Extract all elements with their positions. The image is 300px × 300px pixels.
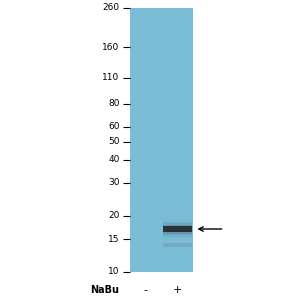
Bar (163, 226, 191, 232)
Text: 10: 10 (108, 268, 119, 277)
Bar (163, 224, 191, 233)
Text: 110: 110 (102, 73, 119, 82)
Text: +: + (172, 285, 182, 295)
Text: 60: 60 (108, 122, 119, 131)
Text: -: - (144, 285, 148, 295)
Bar (163, 220, 191, 238)
Text: 160: 160 (102, 43, 119, 52)
Text: NaBu: NaBu (91, 285, 119, 295)
Text: 15: 15 (108, 235, 119, 244)
Text: 50: 50 (108, 137, 119, 146)
Text: (kDa): (kDa) (96, 0, 121, 1)
Bar (163, 221, 191, 236)
Text: 30: 30 (108, 178, 119, 188)
Bar (163, 223, 191, 235)
Text: 260: 260 (102, 4, 119, 13)
Bar (130, 8, 193, 272)
Bar (163, 243, 191, 247)
Text: 80: 80 (108, 99, 119, 108)
Text: 20: 20 (108, 211, 119, 220)
Text: 40: 40 (108, 155, 119, 164)
